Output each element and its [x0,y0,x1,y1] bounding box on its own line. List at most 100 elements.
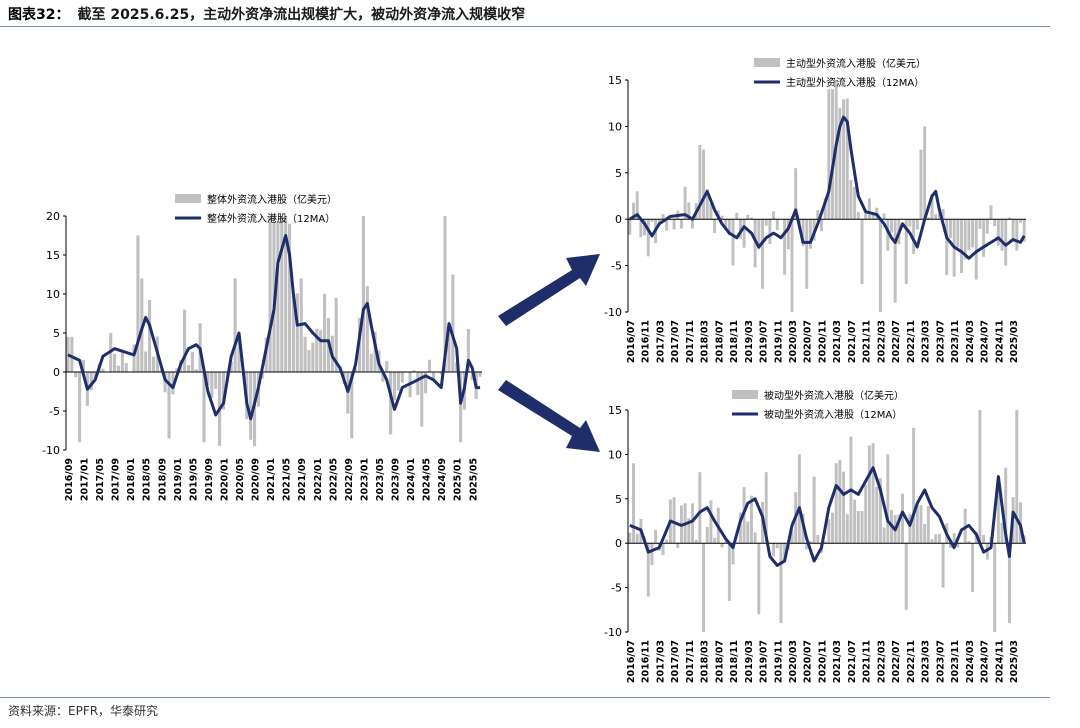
flow-bar [221,372,226,410]
legend: 被动型外资流入港股（亿美元） 被动型外资流入港股（12MA） [732,389,904,421]
legend-line-label: 整体外资流入港股（12MA） [207,212,335,225]
flow-bar [478,372,482,377]
x-tick-label: 2017/03 [655,640,666,683]
y-tick-label: -10 [604,626,622,639]
x-tick-label: 2022/09 [344,458,355,501]
x-tick-label: 2021/07 [847,320,858,363]
flow-bar [369,353,373,372]
x-tick-label: 2017/05 [95,458,106,501]
flow-bar [151,356,156,372]
flow-bar [956,219,960,248]
x-tick-label: 2016/09 [64,458,75,501]
flow-bar [420,372,424,427]
flow-bar [400,372,404,383]
flow-bar [661,214,665,220]
flow-bar [904,543,908,610]
x-tick-label: 2019/07 [759,640,770,683]
flow-bar [735,212,739,220]
flow-bar [783,543,787,561]
flow-bar [934,214,938,220]
flow-bar [698,472,702,544]
flow-bar [650,219,654,222]
source-note: 资料来源：EPFR，华泰研究 [8,704,159,718]
x-tick-label: 2021/09 [297,458,308,501]
flow-bar [827,519,831,544]
x-tick-label: 2024/09 [437,458,448,501]
x-tick-label: 2018/03 [700,640,711,683]
flow-bar [738,512,742,544]
flow-bar [632,202,636,220]
flow-bar [937,213,941,220]
x-tick-label: 2018/05 [142,458,153,501]
x-tick-label: 2021/03 [832,640,843,683]
y-tick-label: 0 [53,366,60,379]
flow-bar [167,372,171,439]
flow-bar [926,506,930,544]
flow-bar [424,372,428,394]
flow-bar [867,198,871,220]
flow-bar [687,518,691,544]
flow-bar [70,336,74,372]
flow-bar [237,339,241,372]
flow-bar [838,107,842,220]
flow-bar [974,219,978,280]
flow-bar [720,215,724,220]
x-tick-label: 2023/03 [921,320,932,363]
flow-bar [124,363,128,372]
flow-bar [190,351,194,372]
flow-bar [941,543,945,588]
flow-bar [897,514,901,544]
flow-bar [451,274,455,372]
flow-bar [823,541,827,544]
flow-bar [322,294,327,372]
flow-bar [856,511,860,544]
y-tick-label: 5 [615,493,622,506]
flow-bar [827,89,831,220]
flow-bar [89,372,93,391]
flow-bar [183,309,187,372]
flow-bar [860,219,864,285]
flow-bar [1004,467,1008,544]
flow-bar [886,454,890,544]
y-tick-label: 5 [615,167,622,180]
flow-bar [757,543,761,615]
flow-bar [276,221,280,372]
flow-bar [396,372,400,391]
flow-bar [698,144,702,220]
flow-bar [764,219,768,226]
flow-bar [786,219,790,250]
flow-bar [753,532,757,544]
x-tick-label: 2021/07 [847,640,858,683]
x-tick-label: 2020/01 [219,458,230,501]
flow-bar [705,526,709,544]
flow-bar [466,329,470,372]
x-tick-label: 2023/07 [935,320,946,363]
flow-bar [646,543,650,597]
flow-bar [948,543,952,548]
flow-bar [713,219,717,233]
x-tick-label: 2019/03 [744,320,755,363]
flow-bar [842,99,846,220]
flow-bar [993,543,997,632]
y-tick-label: 15 [608,74,622,87]
flow-bar [727,219,731,236]
flow-bar [74,372,78,378]
legend-bar-swatch [754,58,780,67]
flow-bar [361,216,365,372]
x-tick-label: 2018/03 [700,320,711,363]
x-tick-label: 2017/07 [670,320,681,363]
flow-bar [665,539,669,544]
x-tick-label: 2024/07 [980,320,991,363]
flow-bar [731,543,735,565]
flow-bar [993,219,997,226]
flow-bar [819,219,823,232]
flow-bar [206,372,210,386]
ma12-line [629,115,1026,260]
y-tick-label: -10 [604,306,622,319]
flow-bar [1007,543,1011,624]
x-tick-label: 2024/03 [965,320,976,363]
flow-bar [982,219,986,257]
flow-bar [350,372,354,439]
y-tick-label: 0 [615,537,622,550]
source-rule [0,697,1050,698]
